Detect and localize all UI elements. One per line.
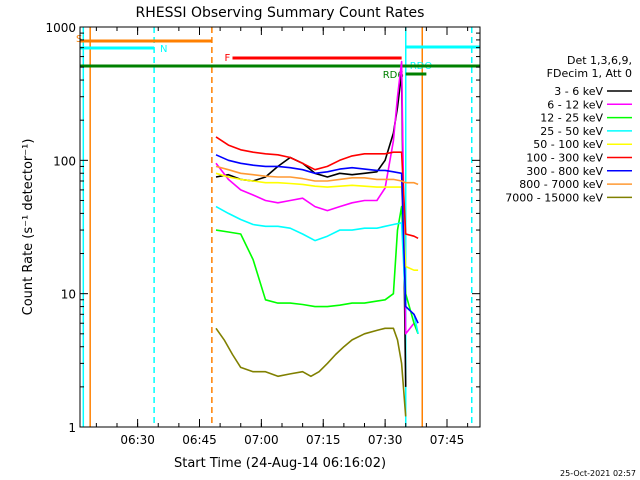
series-line-2: [215, 205, 419, 335]
legend-header-line: Det 1,3,6,9,: [567, 54, 632, 67]
series-layer: [215, 60, 419, 417]
y-tick-label: 1000: [45, 21, 76, 35]
x-tick-label: 06:30: [120, 433, 155, 447]
series-line-1: [215, 60, 415, 335]
legend-label: 25 - 50 keV: [540, 125, 603, 138]
legend-label: 800 - 7000 keV: [519, 178, 603, 191]
y-tick-label: 1: [68, 421, 76, 435]
series-line-7: [215, 165, 419, 186]
series-line-3: [215, 205, 419, 334]
flag-label-rd6: RD6: [383, 70, 404, 81]
chart-title: RHESSI Observing Summary Count Rates: [136, 5, 425, 21]
x-axis-label: Start Time (24-Aug-14 06:16:02): [174, 456, 386, 471]
x-tick-label: 07:45: [430, 433, 465, 447]
legend-label: 3 - 6 keV: [554, 85, 603, 98]
plot-frame: [79, 26, 481, 428]
legend-label: 300 - 800 keV: [526, 165, 603, 178]
legend-label: 100 - 300 keV: [526, 152, 603, 165]
y-tick-label: 100: [53, 154, 76, 168]
legend-label: 12 - 25 keV: [540, 112, 603, 125]
series-line-8: [215, 327, 407, 417]
legend-label: 6 - 12 keV: [547, 98, 603, 111]
legend-label: 50 - 100 keV: [533, 138, 603, 151]
y-tick-label: 10: [61, 288, 76, 302]
flag-label-s: S: [76, 34, 82, 45]
legend-header-line: FDecim 1, Att 0: [547, 67, 632, 80]
legend-label: 7000 - 15000 keV: [505, 191, 603, 204]
series-line-5: [215, 136, 419, 240]
x-tick-label: 07:30: [368, 433, 403, 447]
series-line-6: [215, 154, 419, 324]
x-tick-label: 07:15: [306, 433, 341, 447]
x-tick-label: 07:00: [244, 433, 279, 447]
x-tick-label: 06:45: [182, 433, 217, 447]
y-axis-label: Count Rate (s⁻¹ detector⁻¹): [21, 139, 36, 316]
overlay-lines: SNFRDORD6: [76, 27, 480, 427]
flag-label-n: N: [160, 44, 167, 55]
series-line-4: [215, 172, 419, 272]
footer-timestamp: 25-Oct-2021 02:57: [560, 469, 636, 478]
axes: 06:30 06:45 07:00 07:15 07:30 07:45 1 10 100 1000: [45, 21, 480, 447]
flag-label-f: F: [224, 53, 230, 64]
